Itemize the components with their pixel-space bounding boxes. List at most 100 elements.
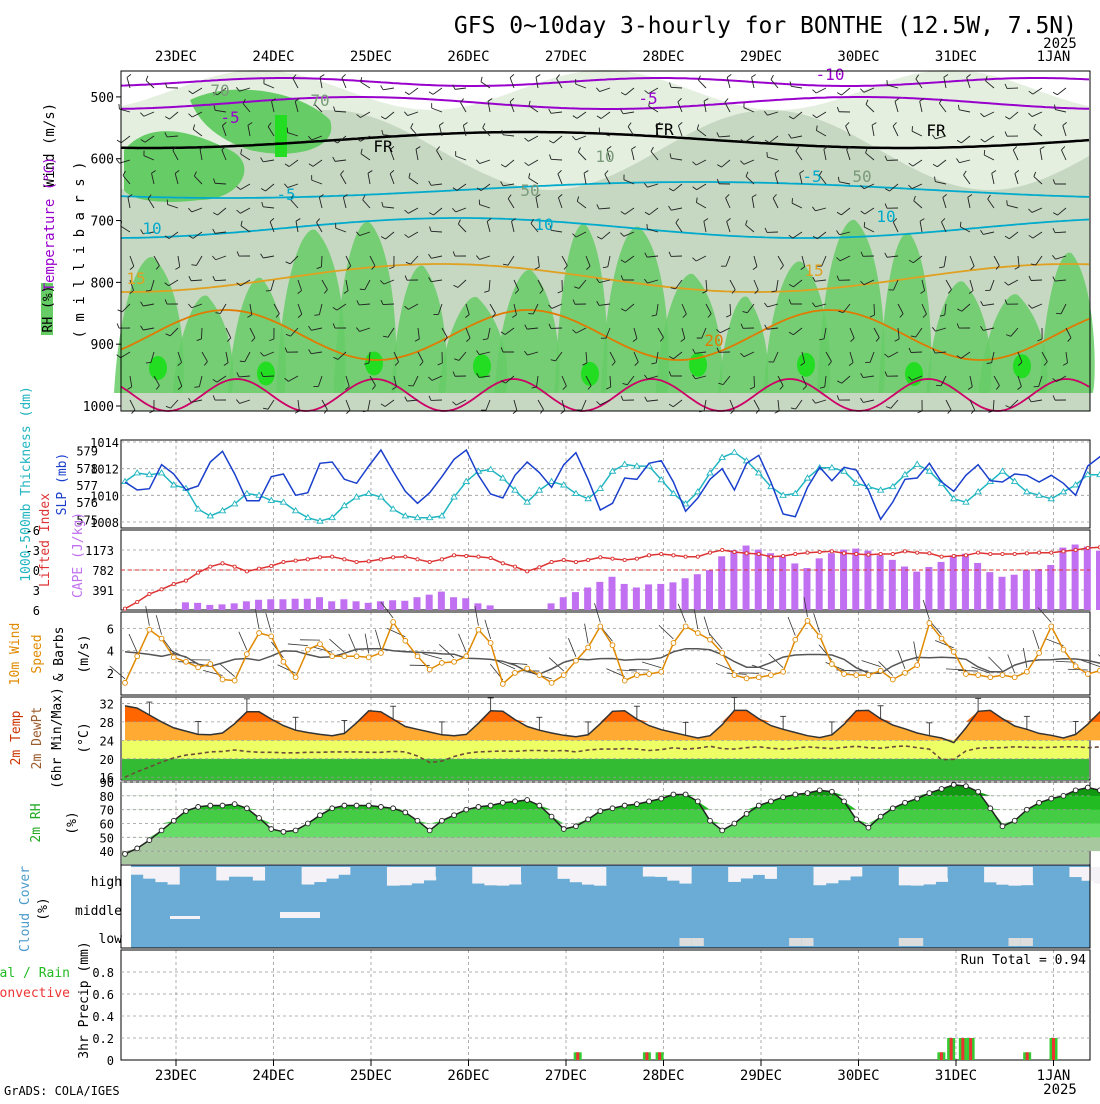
cape-bar [414,597,421,610]
wind-speed-line-point [671,641,676,646]
cloud-high-cell [850,867,863,876]
cape-bar [182,602,189,610]
cloud-high-cell [960,867,973,875]
lifted-index-line-point [270,564,273,567]
wind-speed-line-point [915,663,920,668]
rh-line-point [793,792,798,797]
lifted-index-line-point [1074,548,1077,551]
rh-line-point [829,789,834,794]
wind-speed-line-point [634,673,639,678]
cloud-high-cell [168,867,181,885]
top-day-label: 30DEC [837,49,879,65]
lifted-index-line-point [708,551,711,554]
cloud-high-cell [192,867,205,885]
lifted-index-line-point [782,554,785,557]
rh-line-point [1024,807,1029,812]
cloud-low-cell [801,938,813,946]
cape-bar [828,553,835,610]
wind-speed-line-point [1073,664,1078,669]
tick-label: 1173 [85,544,114,558]
bottom-day-label: 29DEC [740,1068,782,1084]
wind-speed-line-point [890,677,895,682]
contour-label: 10 [142,219,161,238]
cape-bar [669,582,676,610]
wind-speed-line-point [147,627,152,632]
lifted-index-line-point [721,548,724,551]
ylabel-lifted-index: Lifted Index [38,493,53,587]
cloud-high-cell [948,867,961,878]
lifted-index-line-point [306,558,309,561]
wind-speed-line-point [1012,675,1017,680]
lifted-index-line-point [1086,546,1089,549]
rh-line-point [123,852,128,857]
cloud-high-cell [704,867,717,886]
lifted-index-line-point [136,600,139,603]
surface-wind-barb [365,634,369,654]
cloud-level-low: low [99,932,123,947]
lifted-index-line-point [123,607,126,610]
rh-line-point [427,828,432,833]
thickness-line-point [622,461,628,466]
cape-bar [706,570,713,610]
lifted-index-line-point [1062,550,1065,553]
tick-label: 1008 [90,516,119,530]
cloud-high-cell [1082,867,1095,881]
rh-line-point [342,803,347,808]
cape-bar [389,600,396,610]
cape-bar [804,568,811,610]
ylabel-minmax: (6hr Min/Max) [50,687,65,789]
cape-bar [401,601,408,610]
surface-wind-barb [788,617,795,636]
rh-line-point [878,814,883,819]
cloud-high-cell [826,867,839,883]
lifted-index-line-point [794,552,797,555]
cape-bar [645,584,652,610]
cape-bar [950,556,957,610]
cloud-low-cell [911,938,923,946]
wind-speed-line-point [464,654,469,659]
lifted-index-line-point [916,551,919,554]
lifted-index-line-point [964,554,967,557]
wind-speed-line-point [756,675,761,680]
wind-speed-line-point [769,673,774,678]
rh-line-point [866,825,871,830]
rh-bright-core [1013,354,1031,378]
cloud-high-cell [436,867,449,877]
lifted-index-line-point [599,556,602,559]
wind-speed-line-point [647,672,652,677]
wind-speed-line-point [439,661,444,666]
cloud-high-cell [460,867,473,881]
lifted-index-line-point [513,565,516,568]
wind-speed-line-point [366,655,371,660]
wind-barb [263,376,274,377]
rh-line-point [1037,800,1042,805]
surface-wind-barb [239,632,247,650]
top-day-label: 26DEC [447,49,489,65]
surface-wind-barb [375,630,381,649]
bottom-day-label: 25DEC [350,1068,392,1084]
lifted-index-line-point [989,552,992,555]
lifted-index-line-point [465,554,468,557]
rh-line-point [598,809,603,814]
pressure-tick-label: 900 [91,338,114,353]
lifted-index-line-point [891,552,894,555]
cape-bar [925,567,932,610]
cape-bar [206,605,213,610]
cloud-high-cell [777,867,790,882]
cape-bar [267,599,274,610]
surface-wind-barb [1033,630,1039,649]
cloud-low-cell [1021,938,1033,946]
rh-line-point [244,806,249,811]
cloud-high-cell [655,867,668,877]
surface-wind-barb [1008,655,1015,674]
cloud-high-cell [533,867,546,879]
wind-barb [201,328,202,339]
lifted-index-line-point [977,551,980,554]
cape-bar [548,603,555,610]
wind-speed-line-point [964,672,969,677]
cloud-high-cell [363,867,376,882]
cloud-high-cell [1009,867,1022,886]
cape-bar [304,599,311,610]
rh-line-point [549,814,554,819]
wind-speed-line-point [829,662,834,667]
